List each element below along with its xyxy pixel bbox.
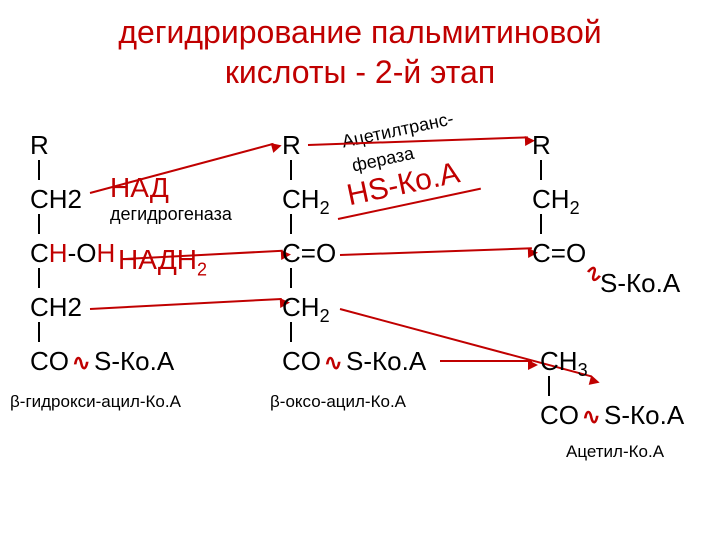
mol2-caption: β-оксо-ацил-Ко.А <box>270 392 406 412</box>
mol1-bond-1 <box>38 160 40 180</box>
nadh-sub: 2 <box>197 260 207 280</box>
page-title: дегидрирование пальмитиновой кислоты - 2… <box>0 12 720 92</box>
mol3-ch3-text: CH <box>540 346 578 376</box>
mol3-CH: CH <box>532 184 570 214</box>
mol2-CO: C=O <box>282 240 336 266</box>
mol2-bond-2 <box>290 214 292 234</box>
mol1-bond-3 <box>38 268 40 288</box>
mol1-H1: H <box>49 238 68 268</box>
mol2-bond-1 <box>290 160 292 180</box>
mol3-caption: Ацетил-Ко.А <box>566 442 664 462</box>
mol1-bond-2 <box>38 214 40 234</box>
mol2-c-sub: 2 <box>320 306 330 326</box>
mol3-CH3: CH3 <box>540 348 588 379</box>
title-line-1: дегидрирование пальмитиновой <box>118 14 601 50</box>
mol3-R: R <box>532 132 551 158</box>
mol2-SKoA: S-Ко.А <box>346 348 426 374</box>
mol1-C: C <box>30 238 49 268</box>
mol1-CH2-a: CH2 <box>30 186 82 212</box>
mol2-R: R <box>282 132 301 158</box>
nad-label: НАД <box>110 172 169 204</box>
arrow-1a <box>90 143 274 194</box>
mol3-bond-2 <box>540 214 542 234</box>
arrow-2d-head <box>528 360 538 370</box>
mol1-SKoA: S-Ко.А <box>94 348 174 374</box>
arrow-2b <box>340 247 532 256</box>
mol3-bond-1 <box>540 160 542 180</box>
mol1-CH2-c: CH2 <box>30 294 82 320</box>
nadh-label: НАДН2 <box>118 244 207 281</box>
mol2-a-sub: 2 <box>320 198 330 218</box>
mol3-CO: C=O <box>532 240 586 266</box>
mol1-caption: β-гидрокси-ацил-Ко.А <box>10 392 181 412</box>
mol1-bond-4 <box>38 322 40 342</box>
mol1-O: -O <box>68 238 97 268</box>
mol2-CH2-c: CH2 <box>282 294 330 325</box>
arrow-2d <box>440 360 532 362</box>
dehydrogenase-label: дегидрогеназа <box>110 204 232 225</box>
mol1-H2: H <box>96 238 115 268</box>
mol1-wavy-icon: ∿ <box>72 350 87 376</box>
diagram-canvas: R CH2 CH-OH CH2 CO ∿ S-Ко.А β-гидрокси-а… <box>0 122 720 542</box>
mol3-CH2: CH2 <box>532 186 580 217</box>
mol1-CO: CO <box>30 348 69 374</box>
mol2-wavy-icon: ∿ <box>324 350 339 376</box>
mol1-CHOH: CH-OH <box>30 240 115 266</box>
mol3-CO-d: CO <box>540 402 579 428</box>
mol2-CH-c: CH <box>282 292 320 322</box>
mol2-CH2-a: CH2 <box>282 186 330 217</box>
mol1-R: R <box>30 132 49 158</box>
mol2-bond-4 <box>290 322 292 342</box>
mol2-bond-3 <box>290 268 292 288</box>
mol3-bond-3 <box>548 376 550 396</box>
mol3-ch3-sub: 3 <box>578 360 588 380</box>
mol2-CO-d: CO <box>282 348 321 374</box>
mol3-a-sub: 2 <box>570 198 580 218</box>
mol3-SKoA-bot: S-Ко.А <box>604 402 684 428</box>
mol3-wavy-bot-icon: ∿ <box>582 404 597 430</box>
arrow-2c-head <box>589 375 601 387</box>
title-line-2: кислоты - 2-й этап <box>225 54 495 90</box>
arrow-1c <box>90 298 282 310</box>
mol3-SKoA-top: S-Ко.А <box>600 270 680 296</box>
mol2-CH: CH <box>282 184 320 214</box>
